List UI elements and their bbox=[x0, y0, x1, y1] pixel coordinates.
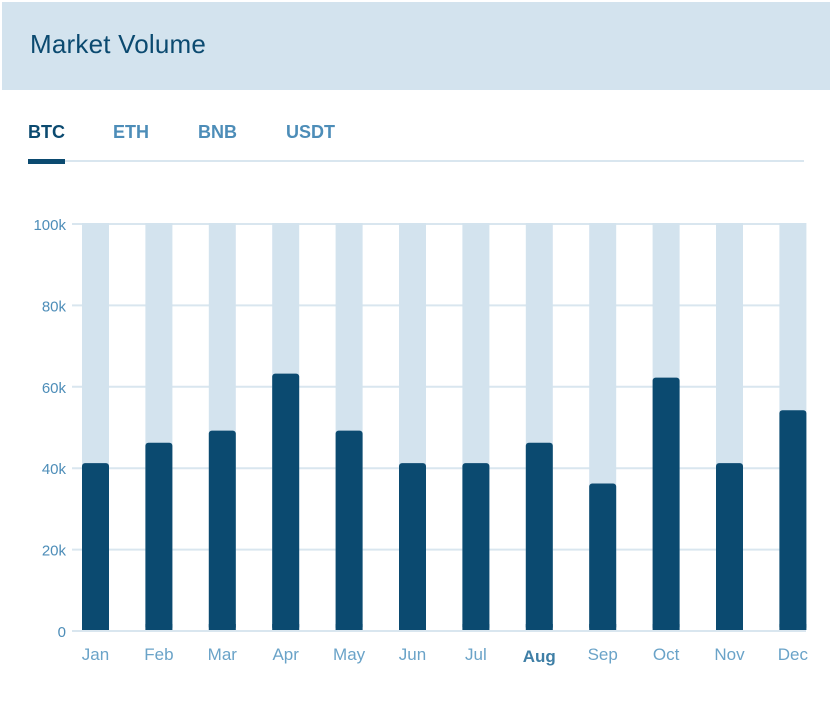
bar-dec bbox=[779, 410, 807, 630]
bar-base bbox=[589, 624, 617, 630]
bar-aug bbox=[525, 442, 553, 630]
bar-base bbox=[145, 624, 173, 630]
bar-mar bbox=[208, 430, 236, 630]
bar-may bbox=[335, 430, 363, 630]
bar-base bbox=[716, 624, 743, 630]
bar-base bbox=[525, 624, 553, 630]
bar-base bbox=[462, 624, 490, 630]
x-tick-label-dec: Dec bbox=[778, 645, 809, 664]
bar-base bbox=[272, 624, 300, 630]
y-tick-label: 20k bbox=[42, 543, 67, 560]
y-tick-label: 0 bbox=[58, 624, 66, 641]
x-tick-label-sep: Sep bbox=[588, 645, 618, 664]
bar-jul bbox=[462, 463, 490, 630]
y-tick-label: 40k bbox=[42, 461, 67, 478]
x-tick-label-jan: Jan bbox=[82, 645, 109, 664]
bar-base bbox=[82, 624, 109, 630]
tab-btc[interactable]: BTC bbox=[28, 122, 65, 142]
bar-base bbox=[779, 624, 807, 630]
x-tick-label-aug: Aug bbox=[523, 647, 556, 666]
bar-sep bbox=[589, 483, 617, 630]
x-tick-label-nov: Nov bbox=[714, 645, 745, 664]
tab-eth[interactable]: ETH bbox=[113, 122, 149, 142]
bar-base bbox=[652, 624, 680, 630]
x-tick-label-jul: Jul bbox=[465, 645, 487, 664]
header-bar: Market Volume bbox=[2, 2, 830, 90]
bar-nov bbox=[716, 463, 743, 630]
x-tick-label-may: May bbox=[333, 645, 366, 664]
x-tick-label-feb: Feb bbox=[144, 645, 173, 664]
x-tick-label-jun: Jun bbox=[399, 645, 426, 664]
tabs-divider bbox=[28, 160, 804, 162]
currency-tabs: BTC ETH BNB USDT bbox=[28, 118, 804, 164]
bar-base bbox=[399, 624, 426, 630]
tab-bnb[interactable]: BNB bbox=[198, 122, 237, 142]
bar-apr bbox=[272, 373, 300, 630]
active-tab-indicator bbox=[28, 159, 65, 164]
bar-oct bbox=[652, 377, 680, 630]
y-tick-label: 100k bbox=[33, 217, 66, 234]
page-title: Market Volume bbox=[30, 29, 207, 59]
y-tick-label: 60k bbox=[42, 380, 67, 397]
bar-feb bbox=[145, 442, 173, 630]
bar-base bbox=[208, 624, 236, 630]
x-tick-label-mar: Mar bbox=[208, 645, 238, 664]
tab-usdt[interactable]: USDT bbox=[286, 122, 335, 142]
bar-jan bbox=[82, 463, 109, 630]
x-tick-label-oct: Oct bbox=[653, 645, 680, 664]
bar-jun bbox=[399, 463, 426, 630]
y-tick-label: 80k bbox=[42, 298, 67, 315]
x-tick-label-apr: Apr bbox=[272, 645, 299, 664]
bar-base bbox=[335, 624, 363, 630]
